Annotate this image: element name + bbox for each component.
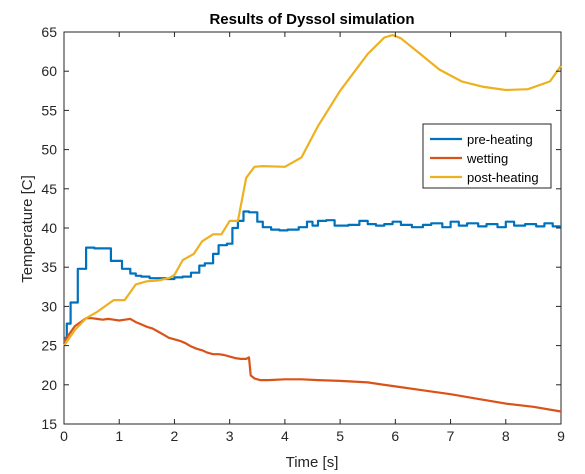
- series-line-wetting: [63, 317, 562, 413]
- plot-frame: [63, 31, 562, 425]
- x-tick-label: 8: [502, 428, 510, 444]
- x-axis: 0 1 2 3 4 5 6 7 8 9: [60, 32, 565, 444]
- legend-label-post-heating: post-heating: [467, 170, 539, 185]
- chart-title: Results of Dyssol simulation: [209, 11, 414, 28]
- x-tick-label: 9: [557, 428, 565, 444]
- x-tick-label: 2: [171, 428, 179, 444]
- y-tick-label: 55: [41, 102, 57, 118]
- x-tick-label: 3: [226, 428, 234, 444]
- series-line-pre-heating: [64, 210, 561, 339]
- x-axis-title: Time [s]: [286, 454, 339, 471]
- x-tick-label: 6: [391, 428, 399, 444]
- y-axis-title: Temperature [C]: [19, 175, 36, 283]
- x-tick-label: 0: [60, 428, 68, 444]
- x-tick-label: 4: [281, 428, 289, 444]
- y-tick-label: 40: [41, 220, 57, 236]
- y-tick-label: 60: [41, 63, 57, 79]
- series-layer: [63, 33, 562, 413]
- legend-label-wetting: wetting: [466, 151, 508, 166]
- legend-label-pre-heating: pre-heating: [467, 132, 533, 147]
- y-tick-label: 15: [41, 416, 57, 432]
- x-tick-label: 1: [115, 428, 123, 444]
- legend: pre-heating wetting post-heating: [422, 123, 552, 189]
- x-tick-label: 7: [447, 428, 455, 444]
- y-tick-label: 30: [41, 298, 57, 314]
- y-tick-label: 25: [41, 338, 57, 354]
- y-tick-label: 50: [41, 142, 57, 158]
- y-tick-label: 65: [41, 24, 57, 40]
- y-tick-label: 35: [41, 259, 57, 275]
- y-tick-label: 45: [41, 181, 57, 197]
- y-axis: 15 20 25 30 35 40 45 50 55 60 65: [41, 24, 561, 432]
- legend-box: [422, 123, 552, 189]
- y-tick-label: 20: [41, 377, 57, 393]
- x-tick-label: 5: [336, 428, 344, 444]
- series-line-post-heating: [63, 33, 562, 347]
